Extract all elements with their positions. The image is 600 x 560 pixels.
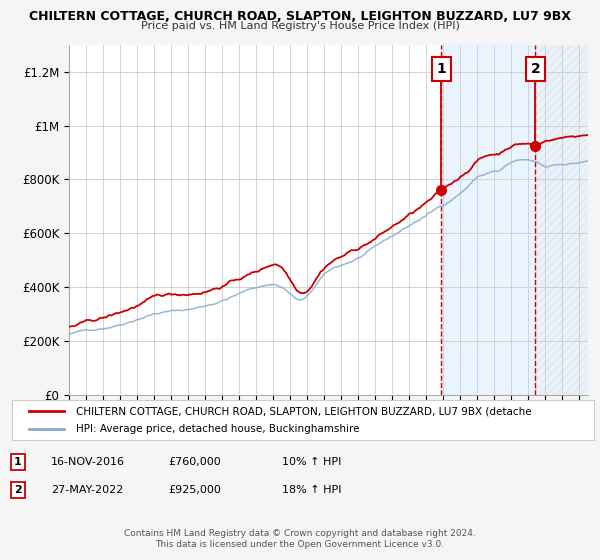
Text: Price paid vs. HM Land Registry's House Price Index (HPI): Price paid vs. HM Land Registry's House …	[140, 21, 460, 31]
Text: This data is licensed under the Open Government Licence v3.0.: This data is licensed under the Open Gov…	[155, 540, 445, 549]
Text: £760,000: £760,000	[168, 457, 221, 467]
Text: CHILTERN COTTAGE, CHURCH ROAD, SLAPTON, LEIGHTON BUZZARD, LU7 9BX: CHILTERN COTTAGE, CHURCH ROAD, SLAPTON, …	[29, 10, 571, 23]
Text: CHILTERN COTTAGE, CHURCH ROAD, SLAPTON, LEIGHTON BUZZARD, LU7 9BX (detache: CHILTERN COTTAGE, CHURCH ROAD, SLAPTON, …	[76, 407, 532, 417]
Text: 1: 1	[14, 457, 22, 467]
Text: HPI: Average price, detached house, Buckinghamshire: HPI: Average price, detached house, Buck…	[76, 423, 359, 433]
Text: Contains HM Land Registry data © Crown copyright and database right 2024.: Contains HM Land Registry data © Crown c…	[124, 529, 476, 538]
Text: 16-NOV-2016: 16-NOV-2016	[51, 457, 125, 467]
Bar	[535, 45, 588, 395]
Text: £925,000: £925,000	[168, 485, 221, 495]
Text: 1: 1	[436, 62, 446, 76]
Text: 18% ↑ HPI: 18% ↑ HPI	[282, 485, 341, 495]
Text: 27-MAY-2022: 27-MAY-2022	[51, 485, 124, 495]
Bar	[442, 45, 535, 395]
Text: 2: 2	[14, 485, 22, 495]
Text: 2: 2	[530, 62, 540, 76]
Text: 10% ↑ HPI: 10% ↑ HPI	[282, 457, 341, 467]
